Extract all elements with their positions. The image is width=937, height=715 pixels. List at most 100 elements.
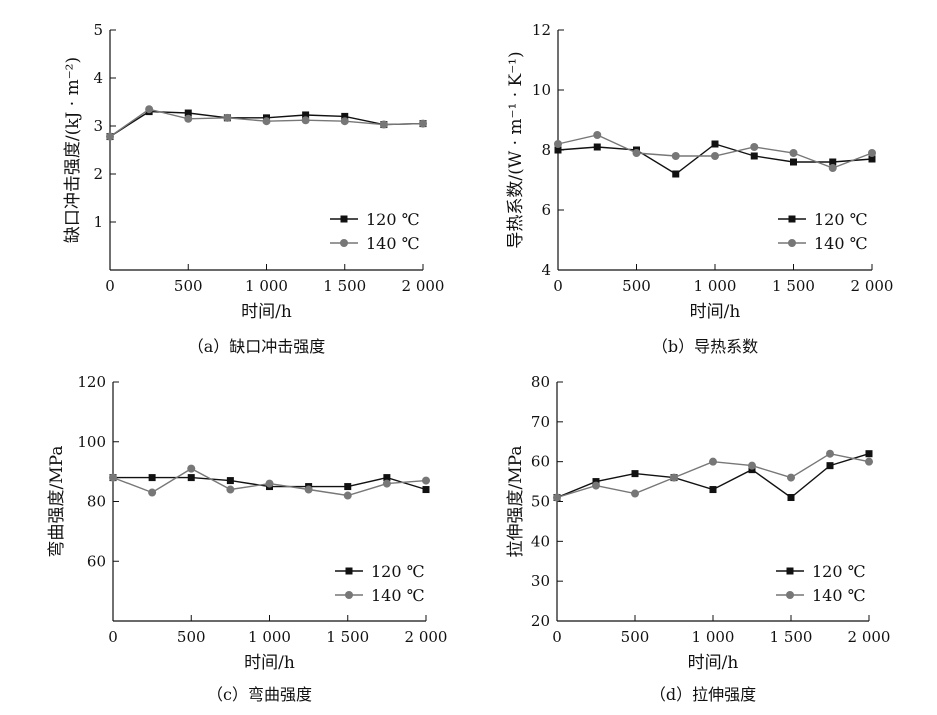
data-point <box>148 474 156 482</box>
legend: 120 ℃ 140 ℃ <box>776 562 866 605</box>
legend-label: 120 ℃ <box>812 562 866 581</box>
series-140 <box>553 449 873 502</box>
y-tick-label: 100 <box>77 433 106 451</box>
x-tick-label: 2 000 <box>848 628 891 646</box>
x-tick-label: 1 000 <box>694 277 737 295</box>
data-point <box>672 170 680 178</box>
y-tick-label: 120 <box>77 373 106 391</box>
series-line <box>557 134 873 169</box>
y-axis-label: 拉伸强度/MPa <box>506 446 526 558</box>
data-point <box>868 155 876 163</box>
data-point <box>554 146 562 154</box>
data-point <box>226 485 235 494</box>
legend-marker <box>340 239 348 247</box>
y-tick-label: 80 <box>531 373 550 391</box>
data-point <box>382 479 391 488</box>
series-140 <box>106 105 427 141</box>
chart-0: 1 2 3 4 5 0 500 1 000 1 500 2 000 时间/h 缺口冲击强度/(kJ ·… <box>63 21 444 356</box>
x-tick-label: 0 <box>552 628 562 646</box>
x-tick-label: 2 000 <box>402 277 445 295</box>
data-point <box>593 143 601 151</box>
y-tick-label: 80 <box>87 493 106 511</box>
series-140 <box>554 131 876 172</box>
series-140 <box>109 464 430 500</box>
chart-caption: （a）缺口冲击强度 <box>188 337 326 356</box>
y-tick-label: 6 <box>541 201 551 219</box>
data-point <box>750 152 758 160</box>
data-point <box>340 117 349 126</box>
data-point <box>789 149 798 157</box>
data-point <box>187 474 195 482</box>
y-tick-label: 8 <box>541 141 551 159</box>
y-tick-label: 4 <box>93 69 103 87</box>
x-tick-label: 1 000 <box>245 277 288 295</box>
y-axis-label: 缺口冲击强度/(kJ · m⁻²) <box>63 57 83 243</box>
data-point <box>145 105 154 114</box>
data-point <box>826 449 834 458</box>
legend-label: 140 ℃ <box>812 586 866 605</box>
data-point <box>106 132 114 141</box>
data-point <box>109 473 117 482</box>
data-point <box>593 131 602 139</box>
data-point <box>829 158 837 166</box>
x-tick-label: 1 000 <box>692 628 735 646</box>
data-point <box>383 474 391 482</box>
legend-marker <box>788 215 796 223</box>
data-point <box>671 152 680 160</box>
y-tick-label: 10 <box>532 81 551 99</box>
x-tick-label: 1 500 <box>326 628 369 646</box>
legend-label: 140 ℃ <box>371 586 425 605</box>
data-point <box>670 473 678 482</box>
data-point <box>865 457 873 466</box>
data-point <box>787 473 795 482</box>
data-point <box>343 491 352 500</box>
data-point <box>592 481 600 490</box>
data-point <box>631 470 639 478</box>
x-tick-label: 500 <box>177 628 206 646</box>
data-point <box>709 457 717 466</box>
legend: 120 ℃ 140 ℃ <box>335 562 425 605</box>
data-point <box>748 461 756 470</box>
chart-caption: （d）拉伸强度 <box>650 685 756 704</box>
data-point <box>868 149 876 157</box>
data-point <box>304 485 313 494</box>
y-tick-label: 40 <box>531 532 550 550</box>
x-tick-label: 500 <box>621 628 650 646</box>
y-tick-label: 2 <box>93 165 103 183</box>
legend-label: 140 ℃ <box>814 234 868 253</box>
legend-marker <box>786 567 794 575</box>
legend: 120 ℃ 140 ℃ <box>330 210 420 253</box>
x-tick-label: 0 <box>108 628 118 646</box>
legend-marker <box>786 591 794 599</box>
data-point <box>711 152 719 160</box>
x-tick-label: 0 <box>553 277 563 295</box>
data-point <box>422 486 430 494</box>
y-tick-label: 4 <box>541 261 551 279</box>
y-axis-label: 导热系数/(W · m⁻¹ · K⁻¹) <box>506 51 526 248</box>
legend-marker <box>340 215 348 223</box>
legend-marker <box>788 239 796 247</box>
data-point <box>865 450 873 458</box>
data-point <box>826 462 834 470</box>
x-tick-label: 0 <box>105 277 115 295</box>
y-tick-label: 12 <box>532 21 551 39</box>
legend-label: 120 ℃ <box>366 210 420 229</box>
x-tick-label: 1 000 <box>248 628 291 646</box>
x-tick-label: 1 500 <box>770 628 813 646</box>
x-tick-label: 500 <box>622 277 651 295</box>
data-point <box>187 464 196 473</box>
data-point <box>828 164 837 172</box>
chart-2: 60 80 100 120 0 500 1 000 1 500 2 000 时间/h 弯曲强度/MP… <box>47 373 447 704</box>
data-point <box>226 477 234 485</box>
data-point <box>301 116 310 125</box>
x-tick-label: 2 000 <box>405 628 448 646</box>
data-point <box>148 488 157 497</box>
data-point <box>422 476 430 485</box>
data-point <box>344 483 352 491</box>
data-point <box>709 486 717 494</box>
data-point <box>262 117 271 126</box>
y-tick-label: 60 <box>87 552 106 570</box>
y-tick-label: 5 <box>93 21 103 39</box>
y-tick-label: 30 <box>531 572 550 590</box>
